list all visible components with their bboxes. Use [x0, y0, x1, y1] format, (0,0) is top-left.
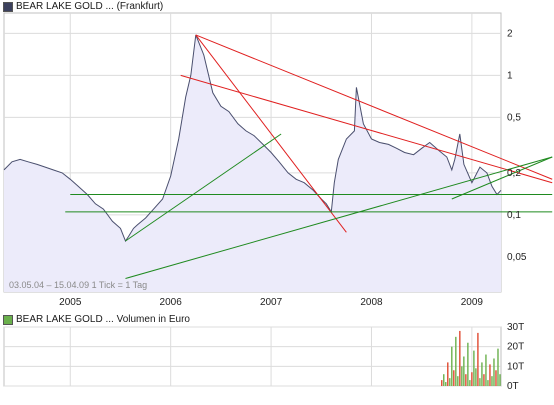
price-line — [3, 34, 502, 243]
volume-legend-label: BEAR LAKE GOLD ... Volumen in Euro — [16, 314, 190, 325]
price-legend-label: BEAR LAKE GOLD ... (Frankfurt) — [16, 1, 164, 12]
volume-plot-area — [3, 326, 502, 387]
volume-grid — [4, 326, 501, 387]
volume-legend: BEAR LAKE GOLD ... Volumen in Euro — [3, 314, 190, 325]
trendline-green — [451, 156, 553, 200]
price-y-tick-label: 0,2 — [507, 168, 521, 179]
price-series — [3, 34, 502, 293]
price-x-tick-label: 2006 — [160, 297, 183, 308]
trendline-green — [125, 156, 553, 279]
volume-y-tick-label: 30T — [507, 322, 524, 333]
volume-legend-swatch — [3, 314, 13, 325]
volume-y-tick-label: 10T — [507, 361, 524, 372]
price-y-tick-label: 0,1 — [507, 210, 521, 221]
axis-labels: 0,05 0,1 0,2 0,5 1 2 2005 2006 2007 2008 2009 0T 10T… — [59, 28, 527, 392]
price-area — [4, 34, 501, 293]
trendline-layer — [65, 34, 553, 279]
trendline-red — [180, 74, 553, 184]
price-x-tick-label: 2007 — [260, 297, 283, 308]
volume-y-tick-label: 0T — [507, 381, 519, 392]
price-y-tick-label: 1 — [507, 70, 513, 81]
price-y-tick-label: 0,05 — [507, 252, 527, 263]
trendline-red — [195, 34, 347, 233]
price-x-tick-label: 2008 — [360, 297, 383, 308]
date-range-info: 03.05.04 – 15.04.09 1 Tick = 1 Tag — [9, 280, 147, 290]
trendline-green — [125, 133, 282, 242]
price-y-tick-label: 2 — [507, 28, 513, 39]
trendline-red — [195, 34, 553, 180]
price-y-tick-label: 0,5 — [507, 112, 521, 123]
volume-series — [441, 330, 501, 386]
price-legend: BEAR LAKE GOLD ... (Frankfurt) — [3, 1, 163, 12]
price-x-tick-label: 2009 — [461, 297, 484, 308]
price-legend-swatch — [3, 1, 13, 12]
volume-y-tick-label: 20T — [507, 342, 524, 353]
price-x-tick-label: 2005 — [59, 297, 82, 308]
